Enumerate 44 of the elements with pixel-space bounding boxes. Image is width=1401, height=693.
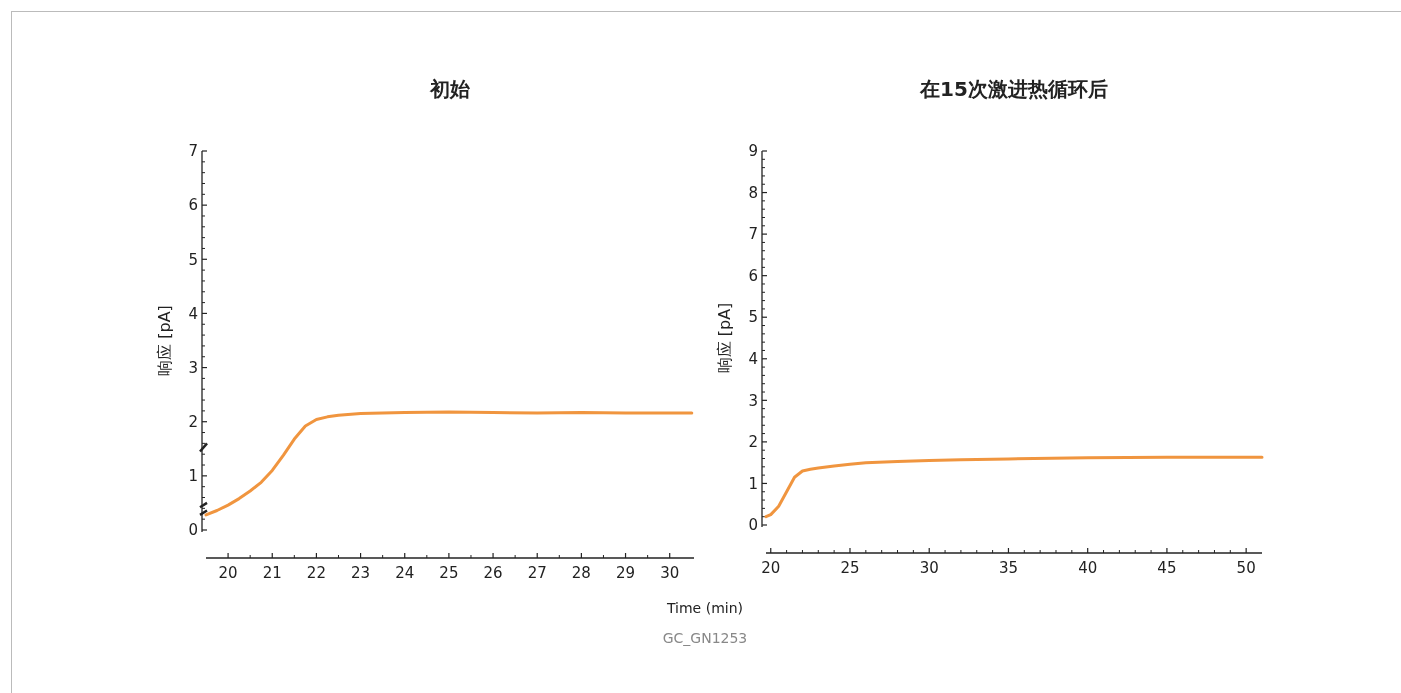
x-tick-label: 26	[483, 564, 503, 582]
y-tick-label: 5	[748, 308, 758, 327]
x-tick-label: 22	[306, 564, 326, 582]
y-tick-label: 2	[188, 412, 198, 431]
y-tick-label: 0	[748, 516, 758, 535]
line-series	[764, 455, 1264, 519]
y-tick-label: 0	[188, 521, 198, 540]
x-tick-label: 21	[262, 564, 282, 582]
x-tick-label: 29	[616, 564, 636, 582]
chart-title: 初始	[429, 77, 471, 101]
x-tick-label: 20	[218, 564, 238, 582]
y-tick-label: 6	[188, 196, 198, 215]
x-tick-label: 45	[1157, 559, 1177, 577]
y-tick-label: 4	[748, 350, 758, 369]
x-tick-label: 25	[840, 559, 860, 577]
y-tick-label: 3	[188, 358, 198, 377]
x-tick-label: 50	[1236, 559, 1256, 577]
y-tick-label: 6	[748, 266, 758, 285]
text: GC_GN1253	[662, 630, 748, 646]
y-tick-label: 2	[748, 433, 758, 452]
y-tick-label: 7	[188, 142, 198, 161]
y-tick-label: 1	[188, 467, 198, 486]
y-tick-label: 8	[748, 183, 758, 202]
y-tick-label: 4	[188, 304, 198, 323]
x-tick-label: 30	[919, 559, 939, 577]
x-tick-label: 28	[571, 564, 591, 582]
x-tick-label: 27	[527, 564, 547, 582]
x-axis-title: Time (min)	[665, 600, 744, 616]
y-tick-label: 7	[748, 225, 758, 244]
x-tick-label: 25	[439, 564, 459, 582]
x-tick-label: 30	[660, 564, 680, 582]
y-tick-label: 9	[748, 142, 758, 161]
y-tick-label: 1	[748, 474, 758, 493]
y-tick-label: 3	[748, 391, 758, 410]
x-tick-label: 24	[395, 564, 415, 582]
y-tick-label: 5	[188, 250, 198, 269]
y-axis-title: 响应 [pA]	[715, 302, 734, 374]
chart-title: 在15次激进热循环后	[919, 77, 1108, 101]
x-tick-label: 20	[761, 559, 781, 577]
x-tick-label: 35	[998, 559, 1018, 577]
x-tick-label: 40	[1078, 559, 1098, 577]
y-axis-title: 响应 [pA]	[155, 305, 174, 376]
line-series	[204, 410, 694, 517]
x-tick-label: 23	[351, 564, 371, 582]
